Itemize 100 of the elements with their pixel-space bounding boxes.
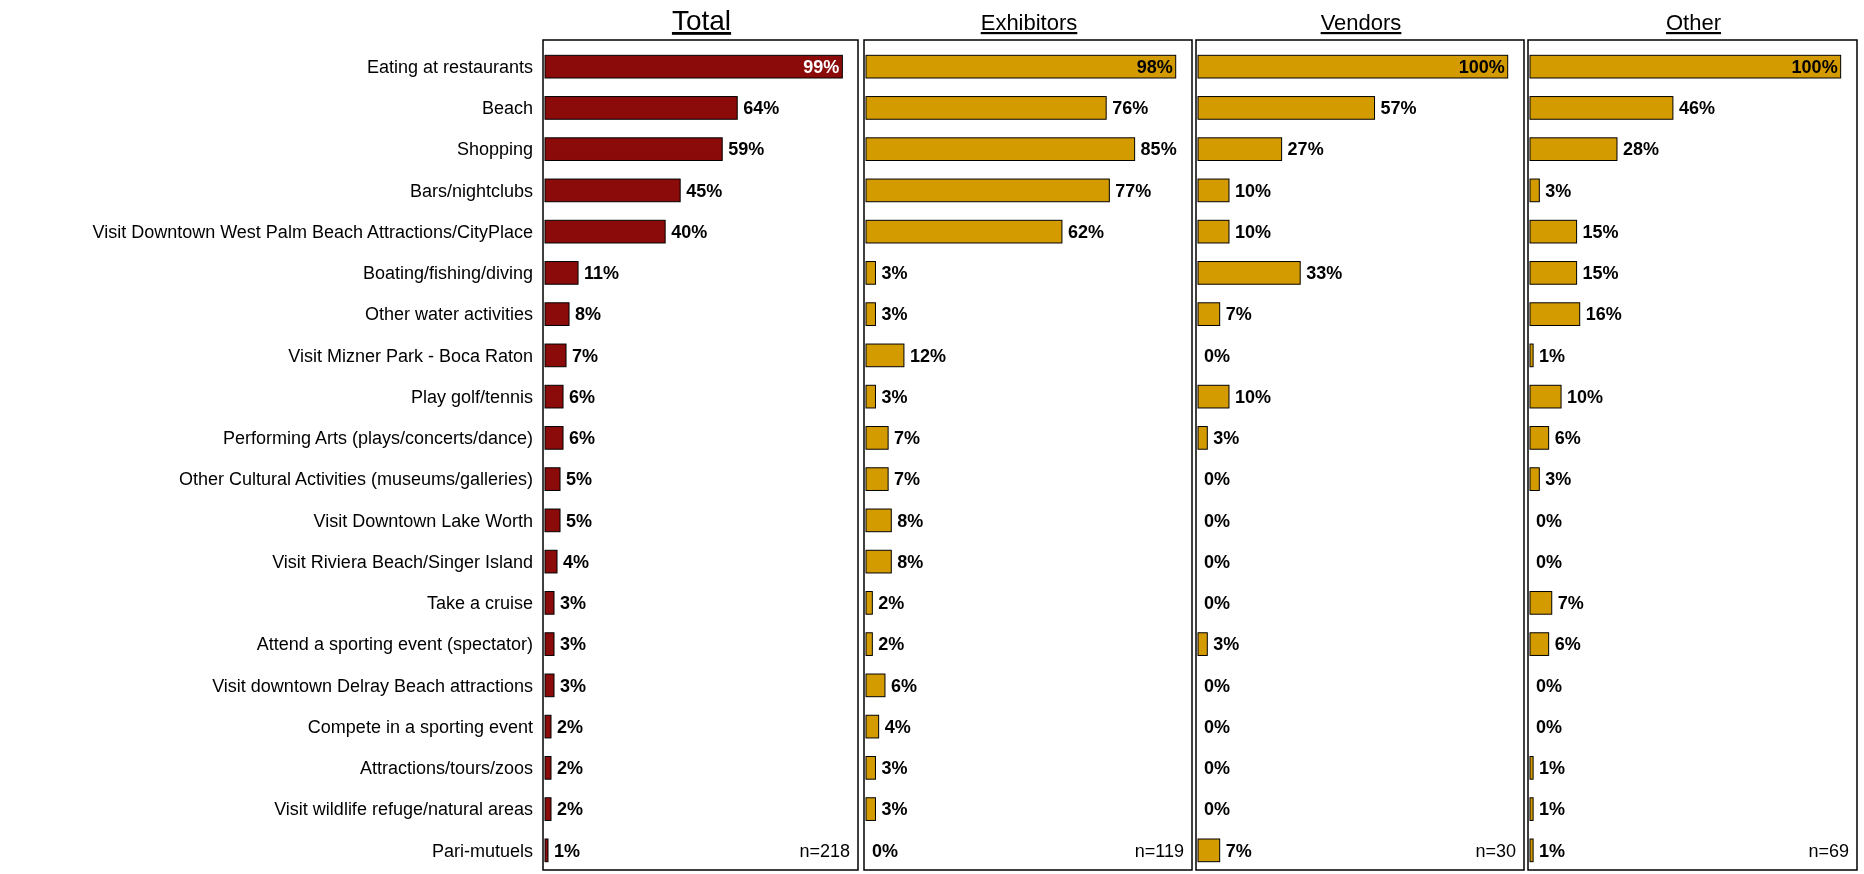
data-label: 100% (1791, 56, 1838, 77)
y-tick-label: Visit Mizner Park - Boca Raton (288, 345, 533, 366)
data-label: 57% (1380, 98, 1417, 119)
data-label: 7% (1225, 304, 1252, 325)
data-label: 2% (557, 799, 584, 820)
data-label: 3% (560, 634, 587, 655)
data-label: 3% (1213, 634, 1240, 655)
y-tick-label: Visit Downtown Lake Worth (313, 510, 533, 531)
data-label: 46% (1678, 98, 1715, 119)
y-tick-label: Performing Arts (plays/concerts/dance) (222, 428, 533, 449)
data-label: 0% (872, 840, 899, 861)
data-label: 0% (1204, 469, 1231, 490)
data-label: 6% (1554, 428, 1581, 449)
data-label: 85% (1140, 139, 1177, 160)
annotation: n=119 (1134, 840, 1184, 861)
data-label: 5% (566, 510, 593, 531)
data-label: 16% (1585, 304, 1622, 325)
data-label: 8% (897, 551, 924, 572)
data-label: 7% (894, 469, 921, 490)
y-tick-label: Eating at restaurants (366, 56, 533, 77)
chart-title: Other (1665, 10, 1722, 35)
data-label: 3% (1545, 180, 1572, 201)
data-label: 3% (881, 304, 908, 325)
data-label: 7% (1225, 840, 1252, 861)
data-label: 99% (803, 56, 840, 77)
data-label: 7% (894, 428, 921, 449)
y-tick-label: Visit Downtown West Palm Beach Attractions/CityPlace (92, 221, 533, 242)
data-label: 8% (897, 510, 924, 531)
data-label: 1% (1539, 799, 1566, 820)
y-tick-label: Visit Riviera Beach/Singer Island (272, 551, 533, 572)
data-label: 10% (1234, 221, 1271, 242)
data-label: 100% (1458, 56, 1505, 77)
y-tick-label: Other water activities (364, 304, 533, 325)
data-label: 12% (909, 345, 946, 366)
data-label: 0% (1536, 510, 1563, 531)
data-label: 1% (1539, 840, 1566, 861)
data-label: 15% (1582, 263, 1619, 284)
data-label: 0% (1204, 593, 1231, 614)
data-label: 0% (1204, 510, 1231, 531)
data-label: 0% (1536, 716, 1563, 737)
data-label: 2% (878, 593, 905, 614)
data-label: 33% (1306, 263, 1343, 284)
y-tick-label: Visit wildlife refuge/natural areas (274, 799, 533, 820)
data-label: 0% (1536, 551, 1563, 572)
data-label: 4% (884, 716, 911, 737)
data-label: 0% (1204, 551, 1231, 572)
y-tick-label: Attractions/tours/zoos (359, 758, 533, 779)
data-label: 3% (560, 593, 587, 614)
data-label: 3% (881, 386, 908, 407)
data-label: 0% (1204, 345, 1231, 366)
y-tick-label: Take a cruise (426, 593, 533, 614)
y-tick-label: Visit downtown Delray Beach attractions (212, 675, 533, 696)
data-label: 3% (881, 799, 908, 820)
data-label: 6% (1554, 634, 1581, 655)
data-label: 2% (557, 758, 584, 779)
y-tick-label: Beach (481, 98, 533, 119)
data-label: 3% (560, 675, 587, 696)
data-label: 5% (566, 469, 593, 490)
annotation: n=69 (1808, 840, 1849, 861)
data-label: 7% (1557, 593, 1584, 614)
data-label: 8% (575, 304, 602, 325)
data-label: 1% (1539, 345, 1566, 366)
data-label: 7% (572, 345, 599, 366)
data-label: 10% (1234, 386, 1271, 407)
data-label: 10% (1234, 180, 1271, 201)
y-tick-label: Play golf/tennis (410, 386, 533, 407)
data-label: 77% (1115, 180, 1152, 201)
data-label: 40% (671, 221, 708, 242)
y-tick-label: Compete in a sporting event (307, 716, 533, 737)
data-label: 62% (1067, 221, 1104, 242)
data-label: 6% (569, 386, 596, 407)
data-label: 6% (569, 428, 596, 449)
y-tick-label: Boating/fishing/diving (362, 263, 533, 284)
data-label: 3% (881, 263, 908, 284)
annotation: n=30 (1475, 840, 1516, 861)
data-label: 76% (1112, 98, 1149, 119)
annotation: n=218 (799, 840, 850, 861)
data-label: 3% (881, 758, 908, 779)
data-label: 2% (557, 716, 584, 737)
data-label: 59% (728, 139, 765, 160)
data-label: 11% (584, 263, 620, 284)
y-tick-label: Pari-mutuels (431, 840, 533, 861)
data-label: 0% (1536, 675, 1563, 696)
data-label: 3% (1213, 428, 1240, 449)
y-tick-label: Attend a sporting event (spectator) (256, 634, 533, 655)
data-label: 1% (554, 840, 581, 861)
chart-title: Exhibitors (980, 10, 1078, 35)
data-label: 98% (1136, 56, 1173, 77)
data-label: 64% (743, 98, 780, 119)
data-label: 3% (1545, 469, 1572, 490)
y-tick-label: Shopping (456, 139, 533, 160)
data-label: 4% (563, 551, 590, 572)
data-label: 0% (1204, 758, 1231, 779)
data-label: 6% (890, 675, 917, 696)
data-label: 27% (1287, 139, 1324, 160)
data-label: 10% (1567, 386, 1604, 407)
data-label: 0% (1204, 716, 1231, 737)
y-tick-label: Other Cultural Activities (museums/galleries) (178, 469, 533, 490)
data-label: 2% (878, 634, 905, 655)
data-label: 45% (686, 180, 723, 201)
